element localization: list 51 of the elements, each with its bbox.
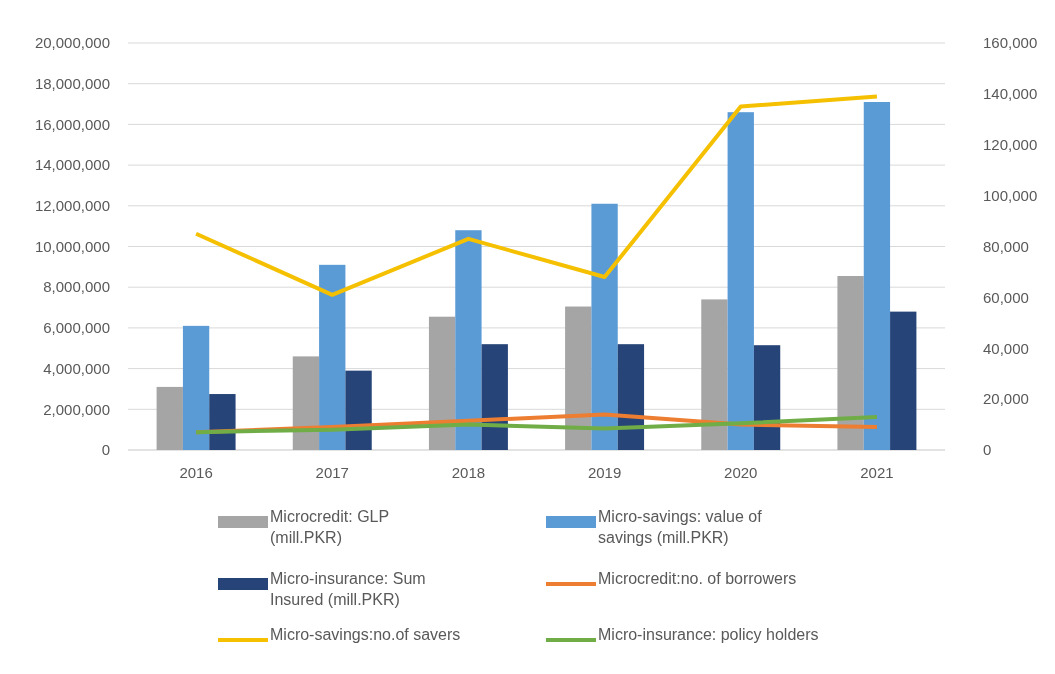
bar: [753, 345, 781, 450]
y2-tick-label: 100,000: [983, 186, 1038, 204]
x-tick-label: 2017: [315, 464, 349, 481]
bar: [727, 112, 754, 450]
bar: [428, 316, 456, 450]
x-tick-label: 2016: [179, 464, 213, 481]
x-tick-label: 2020: [724, 464, 758, 481]
bar: [156, 386, 183, 450]
y2-tick-label: 80,000: [983, 237, 1029, 255]
legend-label: Microcredit: GLP (mill.PKR): [270, 508, 390, 546]
y-tick-label: 8,000,000: [43, 278, 110, 296]
y-tick-label: 14,000,000: [34, 156, 110, 174]
y2-tick-label: 40,000: [983, 339, 1029, 357]
y-tick-label: 4,000,000: [43, 359, 110, 377]
bar: [182, 325, 210, 450]
legend-label: Micro-savings: value of savings (mill.PKR): [598, 508, 763, 546]
bar: [455, 230, 482, 450]
y2-tick-label: 120,000: [983, 136, 1038, 153]
y-tick-label: 12,000,000: [34, 197, 110, 215]
x-tick-label: 2019: [587, 464, 622, 481]
bar: [890, 311, 917, 450]
y-tick-label: 0: [101, 441, 110, 459]
bar: [481, 344, 508, 450]
bar: [565, 306, 592, 450]
bar: [209, 394, 236, 450]
bar: [591, 203, 618, 450]
bar: [863, 102, 891, 450]
bar: [319, 264, 346, 450]
y-tick-label: 16,000,000: [34, 115, 110, 133]
y-tick-label: 20,000,000: [34, 34, 110, 52]
y2-tick-label: 60,000: [983, 288, 1029, 306]
legend-label: Micro-savings:no.of savers: [270, 626, 461, 643]
legend-label: Microcredit:no. of borrowers: [598, 570, 797, 587]
x-tick-label: 2018: [451, 464, 486, 481]
legend-label: Micro-insurance: policy holders: [598, 626, 819, 643]
y2-tick-label: 0: [983, 441, 992, 459]
bar: [345, 370, 372, 450]
y-tick-label: 2,000,000: [43, 400, 110, 418]
x-tick-label: 2021: [860, 464, 894, 481]
bar: [701, 299, 728, 450]
y-tick-label: 6,000,000: [43, 319, 110, 337]
y-tick-label: 10,000,000: [34, 237, 110, 255]
legend-label: Micro-insurance: Sum Insured (mill.PKR): [270, 570, 426, 608]
bar: [292, 356, 320, 450]
y2-tick-label: 160,000: [983, 34, 1038, 52]
y2-tick-label: 20,000: [983, 390, 1029, 408]
y2-tick-label: 140,000: [983, 85, 1038, 103]
bar: [617, 344, 645, 450]
bar: [837, 276, 864, 450]
line-series: [194, 94, 879, 297]
y-tick-label: 18,000,000: [34, 74, 110, 92]
